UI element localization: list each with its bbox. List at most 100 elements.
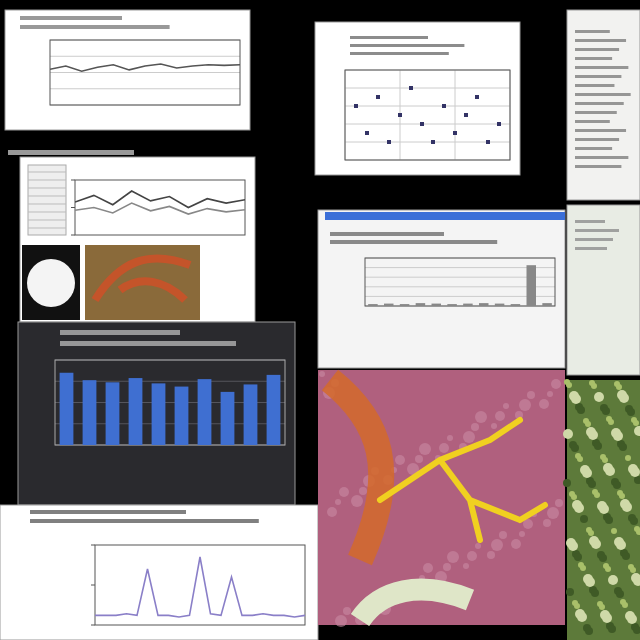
blurred-text — [20, 16, 122, 20]
tick — [91, 625, 95, 626]
leaf — [636, 529, 640, 535]
texture-dot — [475, 411, 487, 423]
thumb-circle — [27, 259, 75, 307]
point — [475, 95, 479, 99]
leaf — [588, 530, 594, 536]
leaf — [566, 588, 574, 596]
leaf — [577, 456, 583, 462]
blurred-text — [575, 120, 610, 123]
plot-frame — [95, 545, 305, 625]
leaf — [634, 426, 640, 436]
table-rule — [28, 212, 66, 213]
texture-dot — [487, 551, 495, 559]
bar — [368, 304, 378, 306]
leaf — [627, 614, 637, 624]
bar — [198, 379, 212, 445]
blurred-text — [20, 25, 170, 29]
panel — [20, 157, 255, 322]
table-rule — [28, 228, 66, 229]
point — [420, 122, 424, 126]
chart — [55, 360, 285, 445]
texture-dot — [471, 423, 479, 431]
leaf — [602, 457, 608, 463]
leaf — [571, 444, 579, 452]
table-rule — [28, 188, 66, 189]
blurred-text — [350, 52, 449, 55]
blurred-text — [8, 150, 134, 155]
point — [398, 113, 402, 117]
grid-line — [50, 72, 240, 73]
blurred-text — [575, 138, 619, 141]
texture-dot — [519, 531, 525, 537]
texture-dot — [359, 487, 367, 495]
blurred-text — [575, 30, 610, 33]
texture-dot — [419, 443, 431, 455]
texture-dot — [343, 607, 351, 615]
marks — [60, 373, 281, 445]
bar — [511, 304, 520, 306]
leaf — [630, 467, 640, 477]
bar — [244, 384, 258, 445]
blurred-text — [575, 93, 631, 96]
panel — [18, 322, 295, 505]
blurred-text — [60, 330, 180, 335]
blurred-text — [575, 129, 626, 132]
panel — [318, 210, 565, 368]
thumb-anatomy — [85, 245, 200, 320]
line — [75, 191, 245, 208]
leaf — [594, 492, 600, 498]
panel — [5, 10, 250, 130]
texture-dot — [491, 539, 503, 551]
background — [0, 0, 640, 640]
plot-frame — [365, 258, 555, 306]
blurred-text — [350, 44, 464, 47]
bar — [129, 378, 143, 445]
texture-dot — [527, 391, 535, 399]
leaf — [591, 383, 597, 389]
tick — [71, 235, 75, 236]
tick — [91, 545, 95, 546]
blurred-text — [575, 39, 626, 42]
grid-line — [455, 70, 456, 160]
leaf — [566, 382, 572, 388]
bar — [152, 383, 166, 445]
marks — [95, 557, 305, 617]
blurred-text — [350, 36, 428, 39]
blurred-text — [575, 156, 628, 159]
bar — [175, 387, 189, 445]
leaf — [613, 481, 621, 489]
blurred-text — [30, 519, 259, 523]
thumb-shape — [95, 258, 190, 300]
tick — [71, 180, 75, 181]
grid-line — [345, 142, 510, 143]
texture-dot — [495, 411, 505, 421]
leaf — [602, 613, 612, 623]
bar — [83, 380, 97, 445]
leaf — [585, 421, 591, 427]
panel — [0, 505, 318, 640]
header-strip — [325, 212, 565, 220]
plot-frame — [55, 360, 285, 445]
line — [95, 557, 305, 617]
leaf — [605, 516, 613, 524]
blurred-text — [575, 229, 619, 232]
leaf — [627, 408, 635, 416]
panel — [567, 205, 640, 375]
blurred-text — [330, 240, 497, 244]
leaf — [571, 494, 577, 500]
marks — [75, 191, 245, 214]
leaf — [625, 455, 631, 461]
point — [442, 104, 446, 108]
chart — [71, 180, 245, 235]
plot-frame — [345, 70, 510, 160]
texture-dot — [327, 507, 337, 517]
plot-frame — [50, 40, 240, 105]
texture-dot — [519, 399, 531, 411]
leaf — [585, 627, 593, 635]
texture-dot — [511, 539, 521, 549]
blurred-text — [575, 111, 617, 114]
point — [431, 140, 435, 144]
point — [409, 86, 413, 90]
chart — [50, 40, 240, 105]
point — [497, 122, 501, 126]
